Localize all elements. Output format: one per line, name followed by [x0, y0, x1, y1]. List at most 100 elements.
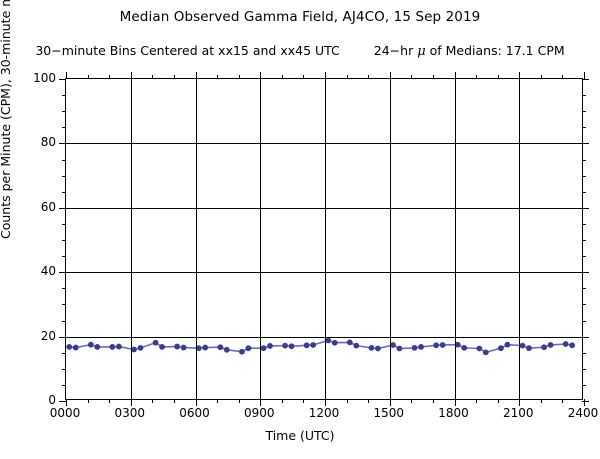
x-axis-tick-major-top [260, 72, 262, 79]
series-line [69, 339, 573, 354]
x-axis-tick-minor [411, 399, 413, 403]
x-axis-tick-major [454, 399, 456, 406]
x-axis-tick-minor-top [368, 75, 370, 79]
y-axis-tick-label: 100 [33, 71, 56, 85]
data-point-marker: 445 UTC: 16.8 CPM [159, 344, 165, 350]
data-point-marker: 1345 UTC: 17.2 CPM [353, 342, 360, 349]
x-axis-tick-major-top [325, 72, 326, 79]
y-axis-tick-minor-right [582, 240, 586, 241]
data-point-marker: 1145 UTC: 17.4 CPM [310, 342, 317, 348]
x-axis-tick-label: 1800 [438, 406, 469, 420]
x-axis-tick-minor-top [540, 75, 542, 79]
data-point-marker: 1515 UTC: 17.4 CPM [390, 342, 396, 348]
data-point-marker: 1945 UTC: 15.1 CPM [482, 349, 489, 356]
gridline-vertical [389, 79, 391, 399]
gridline-vertical [325, 79, 326, 399]
x-axis-tick-major-top [454, 72, 456, 79]
y-axis-tick-label: 40 [40, 264, 56, 279]
data-point-marker: 1545 UTC: 16.3 CPM [396, 345, 403, 352]
subtitle-bins-text: 30−minute Bins Centered at xx15 and xx45… [35, 43, 340, 58]
data-point-marker: 1415 UTC: 16.5 CPM [368, 344, 375, 351]
data-point-marker: 415 UTC: 18.1 CPM [152, 339, 159, 346]
y-axis-tick-minor-right [582, 352, 586, 354]
data-point-marker: 1715 UTC: 17.3 CPM [433, 342, 440, 349]
x-axis-tick-minor [109, 399, 111, 403]
x-axis-tick-label: 0900 [243, 406, 275, 420]
x-axis-tick-major [584, 399, 585, 406]
data-point-marker: 515 UTC: 16.9 CPM [174, 343, 181, 350]
data-point-marker: 945 UTC: 17.1 CPM [267, 343, 273, 349]
subtitle-mean-text: 24−hr μ of Medians: 17.1 CPM [374, 43, 565, 59]
data-point-marker: 1815 UTC: 17.5 CPM [454, 341, 461, 348]
x-axis-tick-minor-top [238, 75, 240, 79]
y-axis-tick-minor-right [582, 288, 586, 290]
page-title: Median Observed Gamma Field, AJ4CO, 15 S… [119, 9, 481, 25]
plot-area: 15 UTC: 16.8 CPM45 UTC: 16.6 CPM 115 UTC:… [59, 72, 589, 406]
gridline-horizontal [66, 336, 582, 338]
x-axis-tick-minor-top [217, 75, 219, 79]
x-axis-tick-major [66, 399, 67, 406]
y-axis-tick-minor [62, 320, 66, 322]
data-point-marker: 2045 UTC: 17.5 CPM [504, 341, 511, 348]
y-axis-tick-major [59, 336, 66, 338]
x-axis-tick-minor [238, 399, 240, 403]
x-axis-tick-minor-top [303, 75, 305, 79]
x-axis-tick-major [325, 399, 326, 406]
y-axis-tick-major [59, 272, 66, 274]
x-axis-tick-minor-top [173, 75, 175, 79]
data-point-marker: 1245 UTC: 18.1 CPM [331, 339, 338, 346]
x-axis-tick-minor [303, 399, 305, 403]
x-axis-tick-minor-top [562, 75, 564, 79]
data-point-marker: 115 UTC: 17.5 CPM [87, 341, 94, 348]
x-axis-tick-major-top [66, 72, 67, 79]
x-axis-tick-label: 1500 [373, 406, 405, 420]
x-axis-tick-minor [173, 399, 175, 403]
y-axis-tick-minor-right [582, 111, 586, 113]
data-series-gamma-field: 15 UTC: 16.8 CPM45 UTC: 16.6 CPM 115 UTC:… [66, 337, 576, 356]
x-axis-tick-minor [562, 399, 564, 403]
data-point-marker: 2215 UTC: 16.7 CPM [541, 344, 547, 351]
gridline-horizontal [66, 143, 582, 145]
y-axis-tick-minor [62, 111, 66, 113]
x-axis-title: Time (UTC) [265, 428, 335, 443]
x-axis-tick-label: 1200 [308, 406, 340, 420]
x-axis-tick-minor-top [281, 75, 283, 79]
data-point-marker: 1315 UTC: 18.2 CPM [346, 339, 353, 346]
subtitle-mean-suffix: of Medians: 17.1 CPM [425, 43, 565, 58]
data-point-marker: 1215 UTC: 18.8 CPM [325, 337, 332, 344]
subtitle-mean-prefix: 24−hr [373, 43, 418, 58]
data-point-marker: 1915 UTC: 16.3 CPM [476, 345, 483, 352]
x-axis-tick-minor-top [152, 75, 154, 79]
x-axis-tick-minor [497, 399, 499, 403]
x-axis-tick-minor [368, 399, 370, 403]
data-point-marker: 745 UTC: 15.9 CPM [223, 346, 230, 353]
gridline-vertical [260, 79, 262, 399]
y-axis-tick-minor-right [582, 256, 586, 258]
y-axis-tick-label: 80 [40, 135, 56, 150]
x-axis-tick-minor [217, 399, 219, 403]
x-axis-tick-minor [540, 399, 542, 403]
data-point-marker: 345 UTC: 16.5 CPM [137, 344, 144, 351]
x-axis-tick-major-top [195, 72, 197, 79]
y-axis-tick-minor-right [582, 159, 586, 161]
y-axis-tick-minor-right [582, 95, 586, 97]
x-axis-tick-major [389, 399, 391, 406]
y-axis-tick-label: 60 [40, 199, 56, 214]
y-axis-tick-minor [62, 223, 66, 225]
y-axis-tick-minor [62, 127, 66, 129]
data-point-marker: 15 UTC: 16.8 CPM [66, 344, 73, 350]
y-axis-tick-label: 20 [40, 328, 56, 343]
y-axis-tick-minor-right [582, 304, 586, 306]
data-point-marker: 645 UTC: 16.6 CPM [202, 344, 209, 351]
data-point-marker: 815 UTC: 15.3 CPM [239, 348, 245, 355]
y-axis-tick-minor [62, 368, 66, 370]
data-point-marker: 2245 UTC: 17.4 CPM [547, 342, 554, 348]
y-axis-tick-minor [62, 304, 66, 306]
x-axis-tick-minor-top [497, 75, 499, 79]
data-point-marker: 915 UTC: 16.4 CPM [260, 345, 267, 352]
y-axis-tick-major-right [582, 336, 589, 338]
data-point-marker: 2345 UTC: 17.3 CPM [569, 342, 576, 349]
chart-subtitle: 30−minute Bins Centered at xx15 and xx45… [0, 43, 600, 59]
data-point-marker: 2015 UTC: 16.4 CPM [498, 345, 504, 352]
data-point-marker: 715 UTC: 16.7 CPM [217, 344, 224, 351]
